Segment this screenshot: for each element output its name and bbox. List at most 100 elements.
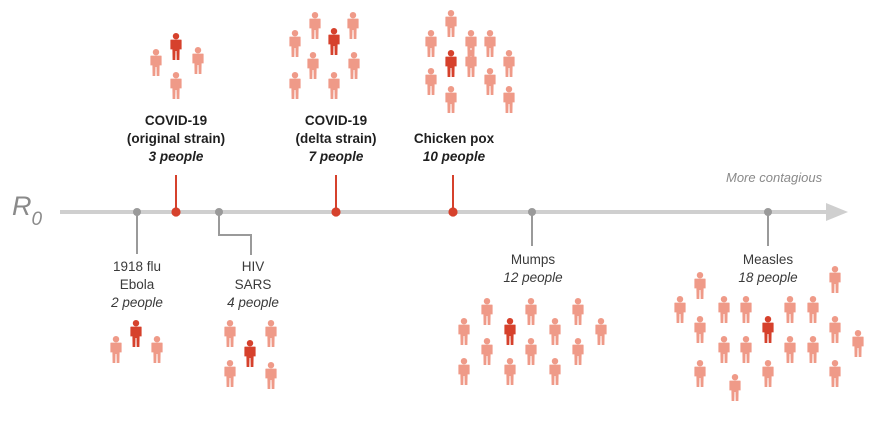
person-body: [829, 366, 841, 387]
person-body: [694, 278, 706, 299]
person-body: [504, 364, 516, 385]
axis-arrowhead: [826, 203, 848, 221]
person-head: [764, 360, 772, 367]
person-head: [467, 30, 475, 37]
person-icon: [328, 72, 340, 99]
person-head: [527, 338, 535, 345]
person-body: [807, 342, 819, 363]
label-chicken-pox: Chicken pox 10 people: [394, 130, 514, 166]
person-head: [720, 336, 728, 343]
person-body: [224, 366, 236, 387]
person-icon: [718, 296, 730, 323]
person-head: [172, 72, 180, 79]
person-body: [425, 36, 437, 57]
person-head: [447, 10, 455, 17]
person-head: [831, 360, 839, 367]
person-body: [289, 36, 301, 57]
person-head: [574, 298, 582, 305]
person-head: [467, 50, 475, 57]
direction-label: More contagious: [726, 170, 823, 185]
person-body: [829, 272, 841, 293]
person-body: [224, 326, 236, 347]
person-head: [551, 318, 559, 325]
person-body: [572, 304, 584, 325]
person-body: [852, 336, 864, 357]
person-head: [505, 50, 513, 57]
person-icon: [718, 336, 730, 363]
person-head: [551, 358, 559, 365]
person-icon: [425, 30, 437, 57]
person-head: [447, 50, 455, 57]
person-icon: [829, 360, 841, 387]
person-body: [784, 342, 796, 363]
person-head: [267, 362, 275, 369]
person-icon: [572, 338, 584, 365]
person-icon: [484, 68, 496, 95]
person-body: [595, 324, 607, 345]
person-icon: [151, 336, 163, 363]
person-head: [291, 72, 299, 79]
person-icon: [503, 50, 515, 77]
person-icon: [484, 30, 496, 57]
disease-name-line: Chicken pox: [413, 131, 495, 146]
marker-dot: [215, 208, 223, 216]
person-body: [192, 53, 204, 74]
person-body: [829, 322, 841, 343]
person-icon: [807, 336, 819, 363]
person-head: [152, 49, 160, 56]
person-icon: [348, 52, 360, 79]
person-head: [330, 28, 338, 35]
label-measles: Measles 18 people: [718, 251, 818, 287]
person-head: [831, 266, 839, 273]
person-head: [172, 33, 180, 40]
person-head: [132, 320, 140, 327]
person-head: [330, 72, 338, 79]
person-icon: [829, 266, 841, 293]
disease-name-line: HIV: [241, 259, 265, 274]
person-head: [349, 12, 357, 19]
people-count: 18 people: [738, 270, 798, 285]
person-head: [809, 296, 817, 303]
person-head: [427, 30, 435, 37]
person-body: [718, 342, 730, 363]
label-flu-ebola: 1918 flu Ebola 2 people: [92, 258, 182, 312]
person-body: [740, 342, 752, 363]
disease-name-line: Mumps: [510, 252, 556, 267]
person-icon: [445, 86, 457, 113]
person-body: [784, 302, 796, 323]
person-body: [694, 322, 706, 343]
person-body: [328, 78, 340, 99]
person-body: [729, 380, 741, 401]
marker-dot: [331, 207, 341, 217]
person-head: [854, 330, 862, 337]
person-icon-infected: [445, 50, 457, 77]
person-icon: [289, 30, 301, 57]
person-body: [503, 92, 515, 113]
person-head: [112, 336, 120, 343]
person-head: [350, 52, 358, 59]
person-body: [504, 324, 516, 345]
person-icon: [458, 318, 470, 345]
person-head: [696, 360, 704, 367]
person-icon: [347, 12, 359, 39]
person-head: [809, 336, 817, 343]
person-body: [151, 342, 163, 363]
person-icon: [549, 358, 561, 385]
person-icon: [503, 86, 515, 113]
person-head: [696, 316, 704, 323]
person-head: [506, 318, 514, 325]
person-head: [483, 338, 491, 345]
person-body: [481, 344, 493, 365]
person-body: [525, 304, 537, 325]
person-icon-infected: [130, 320, 142, 347]
person-head: [486, 68, 494, 75]
person-body: [170, 78, 182, 99]
person-head: [226, 360, 234, 367]
person-icon: [694, 272, 706, 299]
person-body: [265, 368, 277, 389]
person-icon-infected: [170, 33, 182, 60]
person-head: [527, 298, 535, 305]
person-icon: [192, 47, 204, 74]
person-icon: [458, 358, 470, 385]
